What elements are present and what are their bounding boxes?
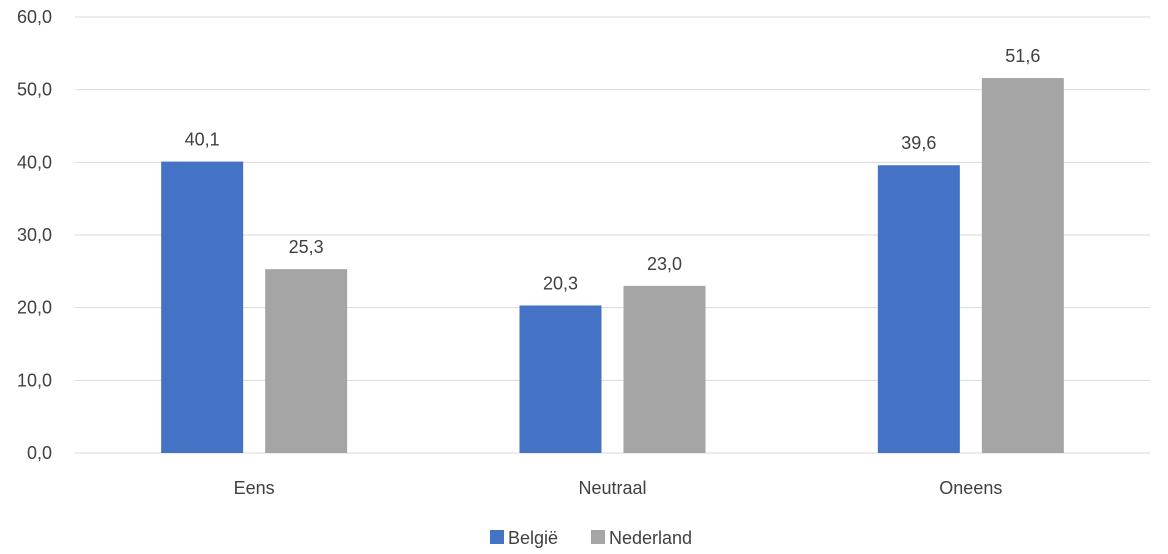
y-tick-label: 0,0 [27, 443, 52, 463]
legend-label: Nederland [609, 528, 692, 548]
x-category-label: Neutraal [578, 478, 646, 498]
x-category-label: Oneens [939, 478, 1002, 498]
bar-belgi--eens[interactable] [161, 161, 244, 453]
y-tick-label: 40,0 [17, 152, 52, 172]
x-category-label: Eens [234, 478, 275, 498]
data-label: 20,3 [543, 273, 578, 293]
bar-belgi--neutraal[interactable] [519, 305, 602, 453]
y-tick-label: 20,0 [17, 298, 52, 318]
legend-item[interactable]: Nederland [591, 528, 692, 548]
bar-belgi--oneens[interactable] [877, 165, 960, 454]
y-tick-label: 50,0 [17, 80, 52, 100]
legend-swatch [591, 530, 605, 544]
data-label: 40,1 [185, 130, 220, 150]
legend: België Nederland [490, 528, 692, 548]
legend-label: België [508, 528, 558, 548]
legend-item[interactable]: België [490, 528, 558, 548]
data-label: 25,3 [289, 237, 324, 257]
data-label: 23,0 [647, 254, 682, 274]
legend-swatch [490, 530, 504, 544]
bar-nederland-oneens[interactable] [981, 78, 1064, 453]
data-label: 51,6 [1005, 46, 1040, 66]
bar-nederland-neutraal[interactable] [623, 285, 706, 453]
y-tick-label: 10,0 [17, 370, 52, 390]
y-tick-label: 30,0 [17, 225, 52, 245]
bar-nederland-eens[interactable] [265, 269, 348, 453]
y-tick-label: 60,0 [17, 7, 52, 27]
data-label: 39,6 [901, 133, 936, 153]
